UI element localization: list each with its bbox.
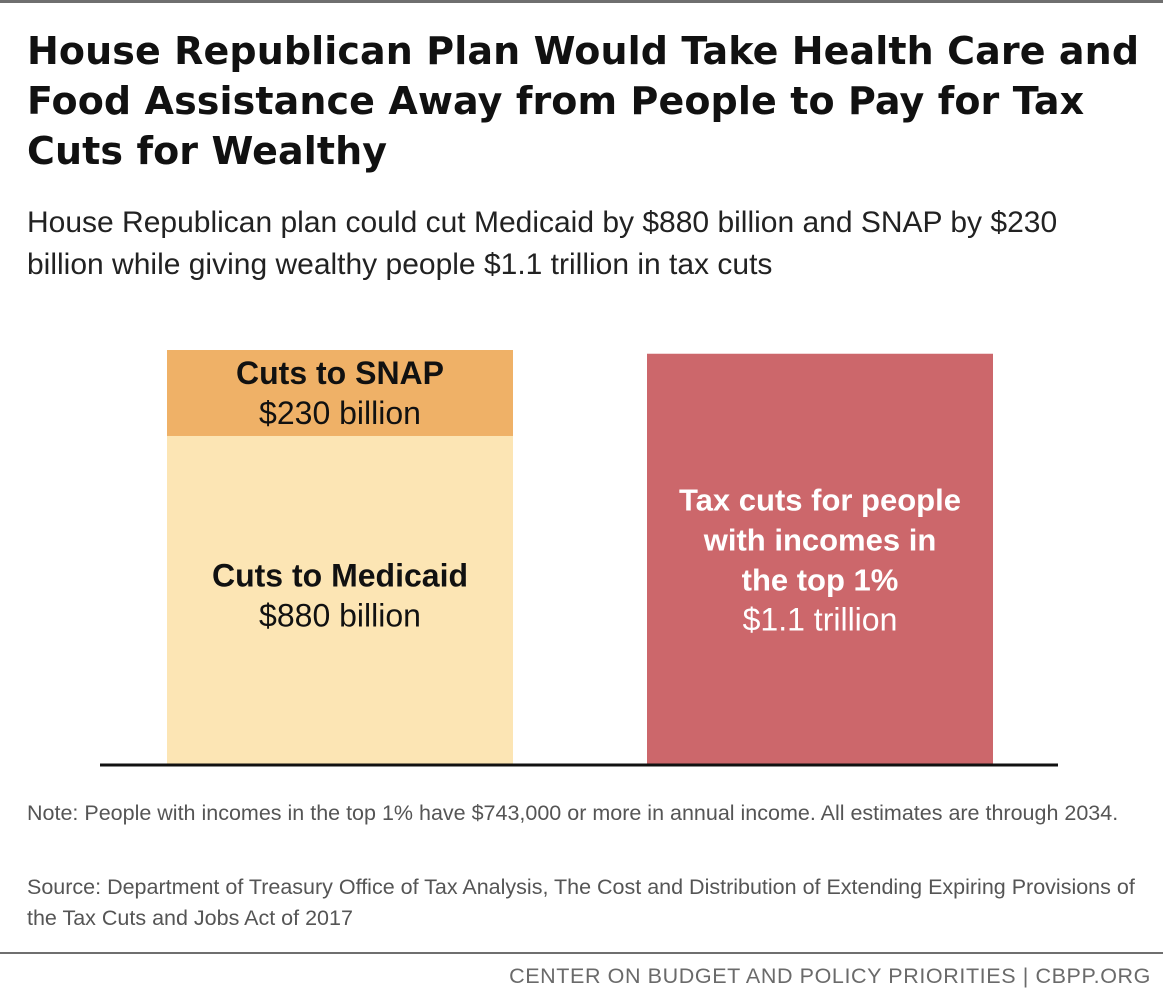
chart-title: House Republican Plan Would Take Health … [27,29,1140,173]
bar-label-tax_cuts: with incomes in [703,523,937,558]
footer-credit: CENTER ON BUDGET AND POLICY PRIORITIES |… [509,964,1151,988]
top-rule [0,0,1163,3]
bar-segment-medicaid [167,435,513,765]
chart-note: Note: People with incomes in the top 1% … [27,801,1119,825]
stacked-bar-chart: Cuts to Medicaid $880 billion Cuts to SNAP… [100,350,1058,767]
bar-value-label-snap: $230 billion [259,395,421,431]
bar-value-label-medicaid: $880 billion [259,598,421,634]
bar-label-snap: Cuts to SNAP [236,355,444,391]
bar-label-tax_cuts: Tax cuts for people [679,483,961,518]
bar-label-medicaid: Cuts to Medicaid [212,558,468,594]
bar-label-tax_cuts: the top 1% [742,563,899,598]
bar-segment-tax_cuts [647,353,993,765]
chart-subtitle: House Republican plan could cut Medicaid… [27,206,1058,281]
bar-segment-snap [167,350,513,436]
bar-value-label-tax_cuts: $1.1 trillion [743,602,898,638]
chart-source: Source: Department of Treasury Office of… [27,875,1135,930]
bottom-rule [0,952,1163,954]
